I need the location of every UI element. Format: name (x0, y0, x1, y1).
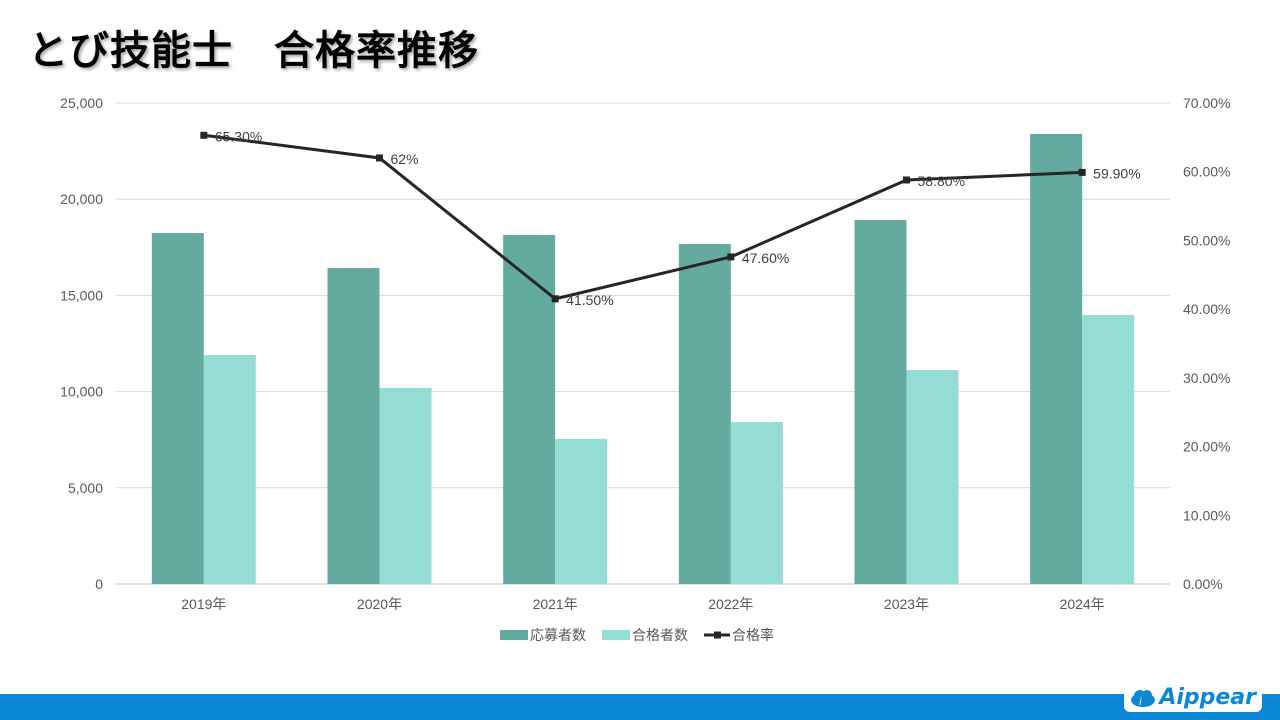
pass-rate-marker (903, 176, 910, 184)
bar-passers (555, 438, 608, 584)
bar-passers (730, 421, 783, 584)
x-tick: 2020年 (357, 596, 402, 612)
y-left-tick: 10,000 (60, 384, 103, 400)
y-right-tick: 70.00% (1183, 95, 1230, 111)
bar-applicants (854, 219, 907, 585)
y-left-tick: 25,000 (60, 95, 103, 111)
y-right-tick: 40.00% (1183, 301, 1230, 317)
cloud-icon: i (1131, 689, 1156, 708)
legend-marker (714, 631, 721, 639)
data-label: 65.30% (215, 128, 262, 144)
y-left-tick: 5,000 (68, 480, 103, 496)
data-label: 41.50% (566, 292, 613, 308)
pass-rate-marker (1078, 168, 1086, 176)
pass-rate-marker (200, 131, 208, 139)
x-tick: 2024年 (1060, 596, 1105, 612)
pass-rate-marker (551, 295, 559, 303)
bar-applicants (503, 234, 556, 585)
x-tick: 2023年 (884, 596, 929, 612)
y-right-tick: 10.00% (1183, 507, 1230, 523)
y-right-tick: 20.00% (1183, 439, 1230, 455)
legend-label: 合格率 (732, 627, 774, 643)
bar-passers (906, 370, 959, 584)
y-left-tick: 20,000 (60, 191, 103, 207)
data-label: 59.90% (1093, 165, 1140, 181)
bar-applicants (151, 233, 204, 585)
pass-rate-marker (376, 154, 383, 162)
data-label: 58.80% (918, 173, 965, 189)
footer-bar (0, 694, 1280, 720)
bar-applicants (678, 244, 731, 584)
bar-passers (379, 387, 432, 584)
chart: 0 5,000 10,000 15,000 20,000 25,000 0.00% 10.00… (60, 95, 1230, 643)
bar-applicants (1030, 133, 1083, 585)
legend-swatch (602, 630, 630, 640)
svg-text:i: i (1139, 697, 1142, 708)
page-title: とび技能士 合格率推移 (28, 28, 479, 74)
y-right-tick: 60.00% (1183, 164, 1230, 180)
bar-passers (203, 355, 256, 584)
y-right-tick: 0.00% (1183, 576, 1223, 592)
x-tick: 2021年 (533, 596, 578, 612)
y-left-tick: 0 (95, 576, 103, 592)
bar-applicants (327, 268, 380, 584)
y-right-tick: 50.00% (1183, 232, 1230, 248)
x-tick: 2022年 (708, 596, 753, 612)
aippear-logo: i Aippear (1124, 683, 1262, 712)
pass-rate-marker (727, 253, 735, 261)
y-left-tick: 15,000 (60, 287, 103, 303)
y-right-tick: 30.00% (1183, 370, 1230, 386)
data-label: 62% (391, 151, 419, 167)
data-label: 47.60% (742, 250, 789, 266)
pass-rate-line (203, 133, 1083, 301)
x-tick: 2019年 (181, 596, 226, 612)
logo-text: Aippear (1159, 685, 1256, 710)
legend-label: 合格者数 (632, 627, 688, 643)
bar-passers (1082, 315, 1135, 584)
legend-swatch (500, 630, 528, 640)
legend-label: 応募者数 (530, 627, 586, 643)
